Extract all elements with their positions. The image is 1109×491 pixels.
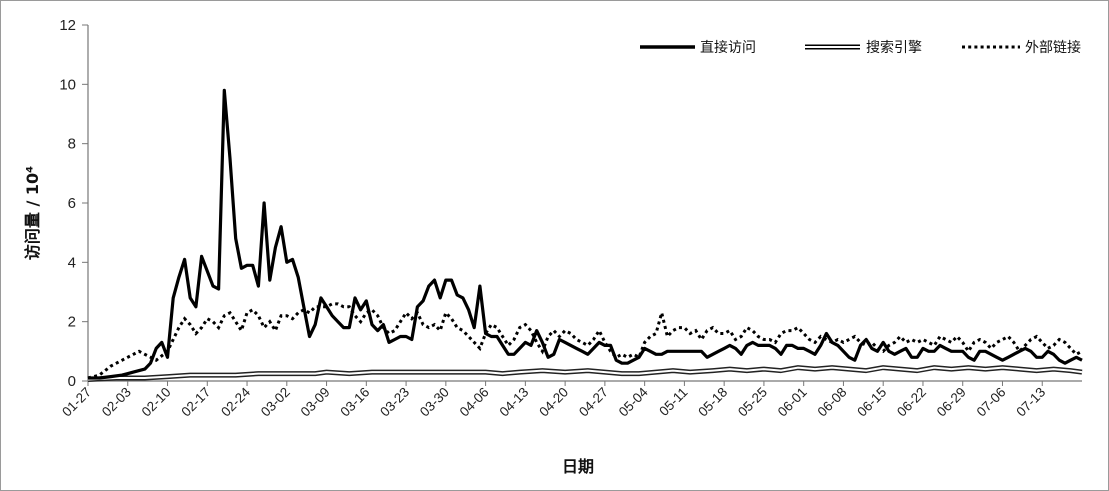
- x-tick-label: 03-09: [298, 385, 333, 420]
- x-tick-label: 06-08: [815, 385, 850, 420]
- y-tick-label: 10: [59, 76, 76, 93]
- x-tick-label: 05-18: [695, 385, 730, 420]
- x-tick-label: 07-13: [1013, 385, 1048, 420]
- x-axis-label: 日期: [562, 457, 594, 476]
- series-layer: [87, 88, 1083, 382]
- x-tick-label: 02-24: [218, 384, 253, 419]
- y-axis-label: 访问量 / 10⁴: [23, 166, 42, 260]
- series-line-search-outer: [87, 365, 1083, 382]
- legend-label-search: 搜索引擎: [866, 39, 922, 56]
- series-line-direct: [88, 88, 1083, 380]
- x-tick-label: 04-13: [496, 385, 531, 420]
- x-tick-label: 07-06: [974, 385, 1009, 420]
- y-tick-label: 6: [68, 195, 76, 212]
- x-tick-label: 04-27: [576, 385, 611, 420]
- series-line-search-inner: [87, 366, 1083, 381]
- legend: 直接访问 搜索引擎 外部链接: [640, 39, 1081, 56]
- x-tick-label: 04-20: [536, 385, 571, 420]
- y-axis: 0 2 4 6 8 10 12: [59, 17, 89, 390]
- legend-label-direct: 直接访问: [700, 39, 756, 56]
- y-tick-label: 12: [59, 17, 76, 34]
- x-tick-label: 06-29: [934, 385, 969, 420]
- x-axis: 01-27 02-03 02-10 02-17 02-24 03-02 03-09 03-16…: [59, 380, 1082, 420]
- x-tick-label: 03-02: [258, 385, 293, 420]
- legend-label-external: 外部链接: [1025, 39, 1081, 56]
- x-tick-label: 05-04: [616, 384, 651, 419]
- x-tick-label: 06-15: [854, 385, 889, 420]
- x-tick-label: 05-11: [656, 385, 690, 419]
- x-tick-label: 02-10: [139, 385, 174, 420]
- x-tick-label: 06-22: [894, 385, 929, 420]
- x-tick-label: 03-16: [337, 385, 372, 420]
- x-tick-label: 01-27: [59, 385, 94, 420]
- x-tick-label: 03-30: [417, 385, 452, 420]
- y-tick-label: 8: [68, 136, 76, 153]
- series-line-external: [87, 302, 1083, 380]
- x-tick-label: 02-17: [178, 385, 213, 420]
- x-tick-label: 05-25: [735, 385, 770, 420]
- x-tick-label: 03-23: [377, 385, 412, 420]
- y-tick-label: 0: [68, 373, 76, 390]
- x-tick-label: 06-01: [775, 385, 810, 420]
- x-tick-label: 02-03: [99, 385, 134, 420]
- y-tick-label: 2: [68, 314, 76, 331]
- x-tick-label: 04-06: [457, 385, 492, 420]
- y-tick-label: 4: [68, 254, 76, 271]
